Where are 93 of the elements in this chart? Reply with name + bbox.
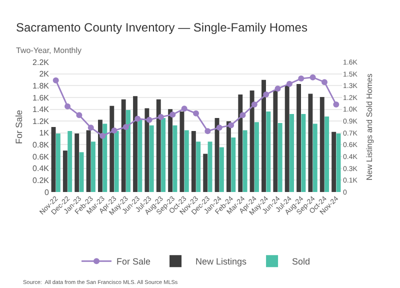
- bar: [324, 116, 330, 192]
- bar: [133, 96, 138, 192]
- point: [228, 122, 234, 128]
- bar: [156, 99, 161, 192]
- bar: [74, 134, 80, 192]
- y-tick-label: 2.2K: [32, 58, 50, 67]
- bar: [284, 86, 290, 192]
- bar: [320, 96, 324, 192]
- point: [263, 92, 270, 98]
- bar: [301, 114, 306, 192]
- bar: [238, 94, 243, 192]
- y-tick-label: 0.6K: [32, 152, 50, 162]
- bar: [126, 110, 130, 192]
- chart-title: Sacramento County Inventory — Single-Family Homes: [16, 20, 308, 34]
- bar: [278, 122, 282, 192]
- bar: [68, 131, 72, 192]
- y-tick-label: 0: [44, 188, 50, 197]
- bar: [86, 130, 91, 192]
- bar: [191, 131, 196, 192]
- bar: [110, 106, 114, 192]
- legend-label: New Listings: [196, 256, 248, 267]
- point: [251, 102, 258, 108]
- y2-axis-title: New Listings and Sold Homes: [365, 74, 374, 180]
- point: [88, 124, 94, 131]
- point: [158, 114, 164, 120]
- point: [274, 86, 281, 92]
- bar: [332, 132, 336, 192]
- point: [76, 112, 82, 118]
- y-tick-label: 1K: [39, 128, 50, 138]
- bar: [296, 84, 301, 192]
- point: [181, 106, 188, 112]
- y-tick-label: 0.8K: [32, 140, 50, 150]
- bar: [231, 138, 236, 192]
- point: [100, 132, 106, 139]
- bar: [62, 150, 68, 192]
- point: [298, 76, 304, 82]
- y-tick-label: 0.4K: [32, 164, 50, 174]
- y-tick-label: 1.2K: [32, 116, 50, 126]
- y-tick-label: 1.4K: [32, 105, 50, 114]
- y-axis-title: For Sale: [14, 110, 24, 144]
- legend-label: Sold: [292, 256, 310, 267]
- bar: [51, 127, 56, 192]
- bar: [184, 130, 189, 192]
- bar: [308, 94, 313, 192]
- bar: [91, 142, 96, 192]
- point: [286, 80, 292, 87]
- bar: [208, 142, 212, 192]
- bar: [262, 80, 266, 192]
- point: [310, 74, 316, 80]
- bar: [56, 134, 60, 192]
- bar: [203, 154, 208, 192]
- bar: [149, 125, 154, 192]
- point: [122, 124, 129, 130]
- legend-label: For Sale: [116, 256, 151, 267]
- point: [134, 116, 141, 122]
- bar: [242, 130, 248, 192]
- bar: [226, 121, 231, 192]
- bar: [102, 124, 108, 192]
- bar: [144, 108, 150, 192]
- bar: [79, 152, 84, 192]
- bar: [172, 125, 178, 192]
- point: [204, 128, 211, 134]
- y-tick-label: 2K: [39, 70, 50, 79]
- point: [321, 79, 328, 86]
- point: [52, 77, 59, 84]
- point: [333, 102, 340, 108]
- bar: [168, 109, 173, 192]
- chart-subtitle: Two-Year, Monthly: [16, 46, 82, 55]
- y-tick-label: 1.6K: [32, 93, 50, 102]
- bar: [196, 142, 201, 192]
- y-tick-label: 0.2K: [32, 176, 50, 185]
- bar: [254, 122, 259, 192]
- bar: [114, 131, 119, 192]
- point: [111, 128, 118, 134]
- point: [216, 124, 222, 131]
- bar: [138, 120, 142, 192]
- y-tick-label: 1.8K: [32, 81, 50, 90]
- bar: [250, 90, 254, 192]
- bar: [290, 114, 294, 192]
- point: [240, 112, 246, 118]
- bar: [219, 147, 224, 192]
- point: [170, 112, 176, 118]
- point: [64, 103, 71, 110]
- bar: [336, 134, 341, 192]
- bar: [161, 118, 166, 192]
- bar: [266, 112, 271, 192]
- bar: [312, 124, 318, 192]
- bar: [98, 120, 102, 192]
- bar: [273, 90, 278, 192]
- point: [193, 110, 199, 116]
- point: [146, 116, 152, 123]
- bar: [180, 112, 184, 192]
- bar: [121, 99, 126, 192]
